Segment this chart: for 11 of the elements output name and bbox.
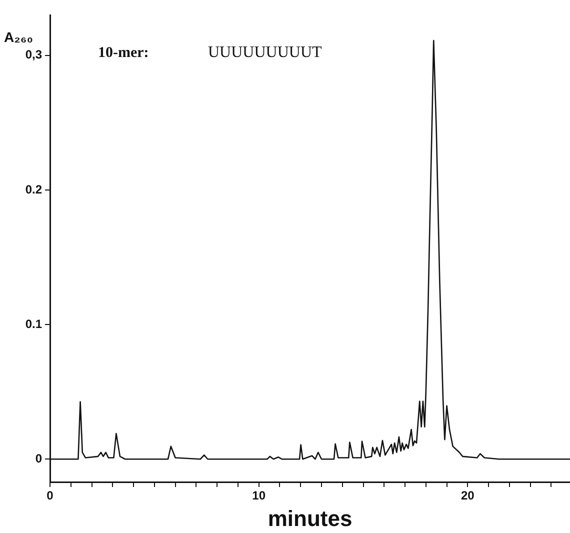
annotation: 10-mer: (98, 44, 149, 61)
y-tick-label: 0,3 (25, 48, 42, 62)
x-axis-title: minutes (268, 506, 352, 531)
y-axis-title: A₂₆₀ (4, 28, 33, 45)
x-tick-label: 0 (46, 488, 54, 503)
y-tick-label: 0.2 (25, 182, 42, 196)
annotation: UUUUUUUUUT (208, 44, 322, 62)
y-tick-label: 0.1 (25, 316, 42, 331)
x-tick-label: 10 (252, 488, 266, 503)
x-tick-label: 20 (460, 488, 475, 503)
y-tick-label: 0 (35, 451, 42, 466)
